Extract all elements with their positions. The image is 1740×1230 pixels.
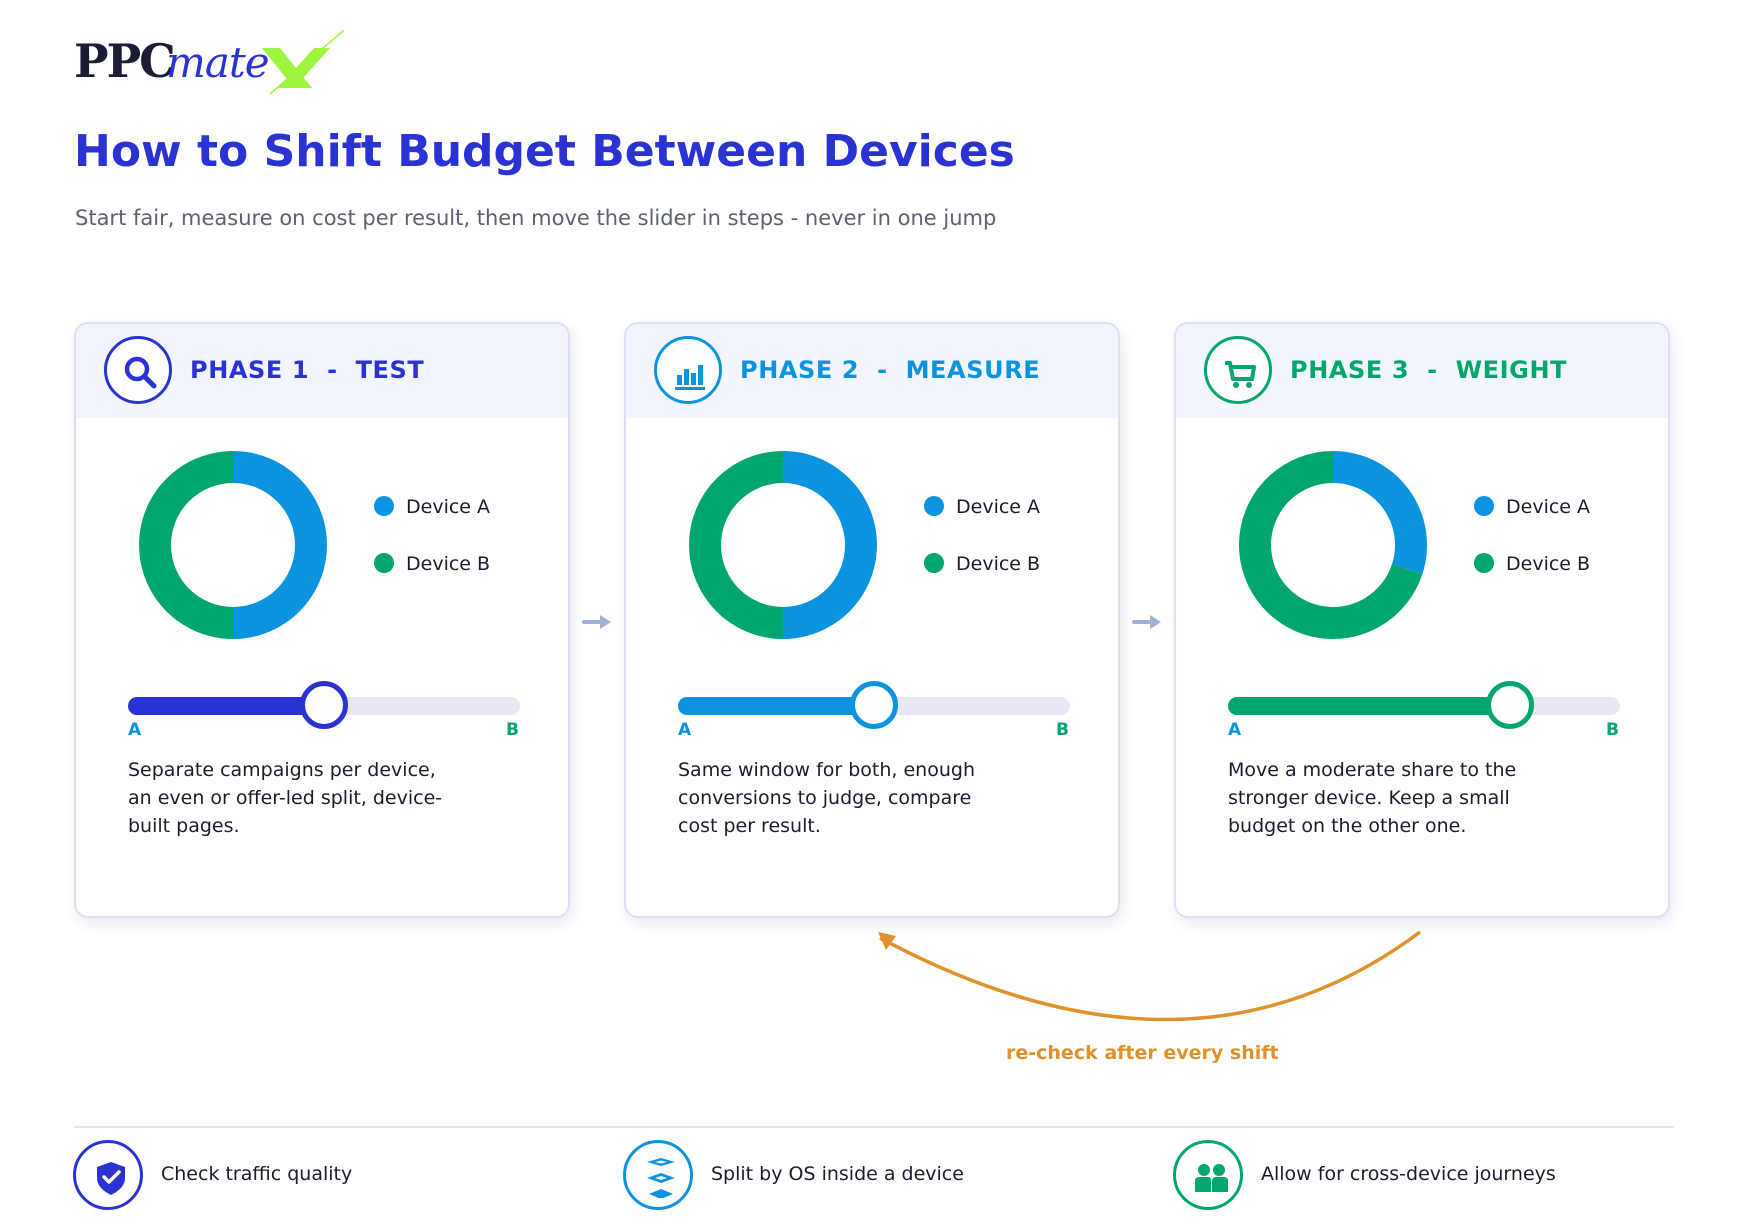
- brand-name-ppc: PPC: [74, 34, 176, 88]
- legend-dot-device-b: [374, 553, 394, 573]
- legend-item-device-b: Device B: [924, 553, 1040, 575]
- tip-label: Split by OS inside a device: [711, 1163, 964, 1185]
- legend-label: Device B: [1506, 553, 1591, 575]
- donut-segment-device-b: [689, 451, 783, 639]
- recheck-label: re-check after every shift: [1006, 1042, 1279, 1064]
- phase-card-header: PHASE 2 - MEASURE: [626, 324, 1118, 418]
- legend-item-device-a: Device A: [924, 496, 1040, 518]
- recheck-loop-arrow: [878, 930, 1422, 1022]
- phase-card-header: PHASE 1 - TEST: [76, 324, 568, 418]
- cart-icon: [1204, 336, 1272, 404]
- arrow-right-icon: [582, 615, 611, 629]
- legend-dot-device-b: [924, 553, 944, 573]
- legend-dot-device-a: [924, 496, 944, 516]
- slider-label-b: B: [506, 720, 519, 740]
- slider-fill: [1228, 697, 1511, 715]
- x-mark-icon: [262, 30, 344, 95]
- slider-label-a: A: [678, 720, 692, 740]
- phase-card-header: PHASE 3 - WEIGHT: [1176, 324, 1668, 418]
- phase-description: Same window for both, enough conversions…: [678, 759, 975, 837]
- people-icon: [1173, 1140, 1243, 1210]
- slider-thumb[interactable]: [850, 681, 898, 729]
- legend-item-device-a: Device A: [374, 496, 490, 518]
- brand-logo: PPC mate: [74, 30, 344, 100]
- slider-thumb[interactable]: [1486, 681, 1535, 729]
- slider-label-a: A: [1228, 720, 1242, 740]
- donut-segment-device-a: [233, 451, 327, 639]
- phase-title: PHASE 3 - WEIGHT: [1290, 356, 1568, 384]
- donut-segment-device-b: [1239, 451, 1423, 639]
- donut-segment-device-a: [1333, 451, 1427, 575]
- legend-label: Device A: [1506, 496, 1591, 518]
- search-icon: [104, 336, 172, 404]
- arrow-right-icon: [1132, 615, 1161, 629]
- phase-card-weight: PHASE 3 - WEIGHT Device A Device B A B M…: [1174, 322, 1670, 918]
- slider-label-a: A: [128, 720, 142, 740]
- budget-slider[interactable]: [1228, 676, 1620, 736]
- slider-thumb[interactable]: [300, 681, 348, 729]
- legend-label: Device B: [406, 553, 491, 575]
- brand-name-mate: mate: [166, 38, 270, 87]
- bar-chart-icon: [654, 336, 722, 404]
- legend-label: Device A: [406, 496, 491, 518]
- legend-dot-device-b: [1474, 553, 1494, 573]
- phase-card-measure: PHASE 2 - MEASURE Device A Device B A B …: [624, 322, 1120, 918]
- slider-label-b: B: [1056, 720, 1069, 740]
- legend-item-device-b: Device B: [1474, 553, 1590, 575]
- slider-fill: [678, 697, 874, 715]
- phase-description: Move a moderate share to the stronger de…: [1228, 759, 1517, 837]
- split-donut-chart: [139, 451, 327, 639]
- tip-label: Allow for cross-device journeys: [1261, 1163, 1556, 1185]
- legend-item-device-a: Device A: [1474, 496, 1590, 518]
- layers-icon: [623, 1140, 693, 1210]
- footer-divider: [74, 1126, 1674, 1128]
- donut-segment-device-b: [139, 451, 233, 639]
- legend-label: Device B: [956, 553, 1041, 575]
- shield-check-icon: [73, 1140, 143, 1210]
- budget-slider[interactable]: [128, 676, 520, 736]
- page-subtitle: Start fair, measure on cost per result, …: [75, 206, 997, 230]
- tip-label: Check traffic quality: [161, 1163, 353, 1185]
- phase-title: PHASE 2 - MEASURE: [740, 356, 1041, 384]
- phase-title: PHASE 1 - TEST: [190, 356, 425, 384]
- legend-dot-device-a: [1474, 496, 1494, 516]
- phase-card-test: PHASE 1 - TEST Device A Device B A B Sep…: [74, 322, 570, 918]
- legend-label: Device A: [956, 496, 1041, 518]
- legend-item-device-b: Device B: [374, 553, 490, 575]
- slider-fill: [128, 697, 324, 715]
- split-donut-chart: [1239, 451, 1427, 639]
- page-title: How to Shift Budget Between Devices: [74, 126, 1015, 177]
- legend-dot-device-a: [374, 496, 394, 516]
- donut-segment-device-a: [783, 451, 877, 639]
- split-donut-chart: [689, 451, 877, 639]
- budget-slider[interactable]: [678, 676, 1070, 736]
- phase-description: Separate campaigns per device, an even o…: [128, 759, 443, 837]
- slider-label-b: B: [1606, 720, 1619, 740]
